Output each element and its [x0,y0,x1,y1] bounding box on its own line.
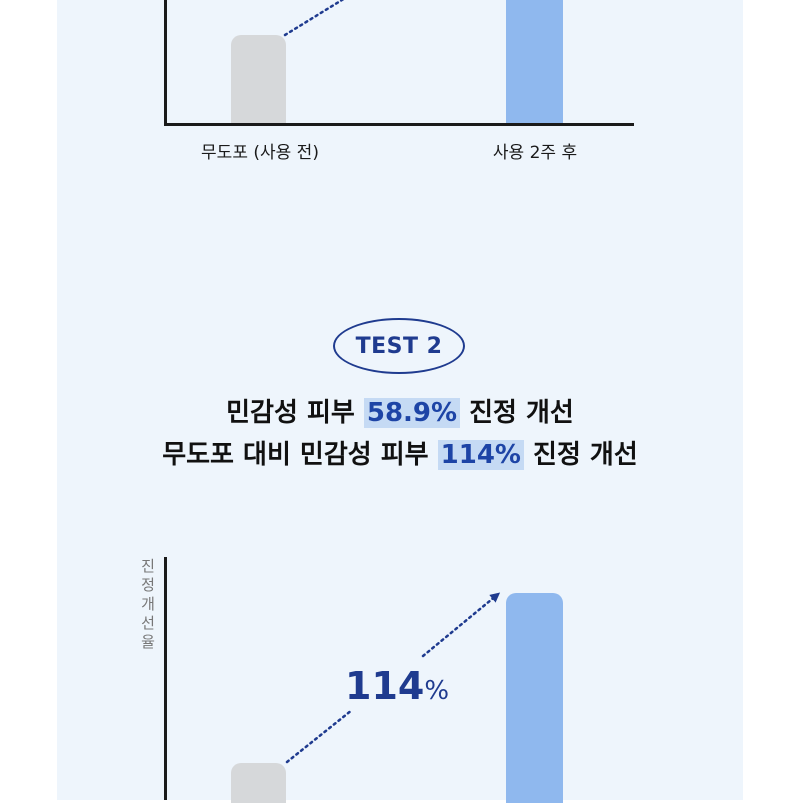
chart2-trend-arrow-lower [285,708,354,764]
chart1-y-axis [164,0,167,126]
headline-1-suffix: 진정 개선 [460,398,574,428]
headline-1-prefix: 민감성 피부 [226,398,364,428]
chart1-bar-after [506,0,563,123]
chart1-trend-arrow [283,0,345,37]
chart2-growth-unit: % [424,676,450,706]
chart1-category-label-after: 사용 2주 후 [492,143,578,163]
chart1-x-axis [164,123,634,126]
headline-2-suffix: 진정 개선 [523,440,638,470]
headline-line-2: 무도포 대비 민감성 피부 114% 진정 개선 [0,434,800,471]
headline-2-prefix: 무도포 대비 민감성 피부 [162,440,438,470]
chart2-trend-arrow-upper [421,592,501,658]
chart1-bar-before [231,35,286,123]
chart2-bar-after [506,593,563,803]
chart2-y-axis [164,557,167,800]
headline-1-highlight: 58.9% [363,398,461,428]
chart2-growth-value: 114 [345,664,425,708]
headline-line-1: 민감성 피부 58.9% 진정 개선 [0,392,800,429]
headline-2-highlight: 114% [437,440,524,470]
chart1-category-label-before: 무도포 (사용 전) [201,143,319,163]
chart2-y-axis-label: 진정개선율 [141,557,155,651]
chart2-growth-annotation: 114% [345,664,449,708]
test-badge: TEST 2 [333,318,465,374]
test-badge-label: TEST 2 [355,333,443,359]
chart2-bar-before [231,763,286,803]
